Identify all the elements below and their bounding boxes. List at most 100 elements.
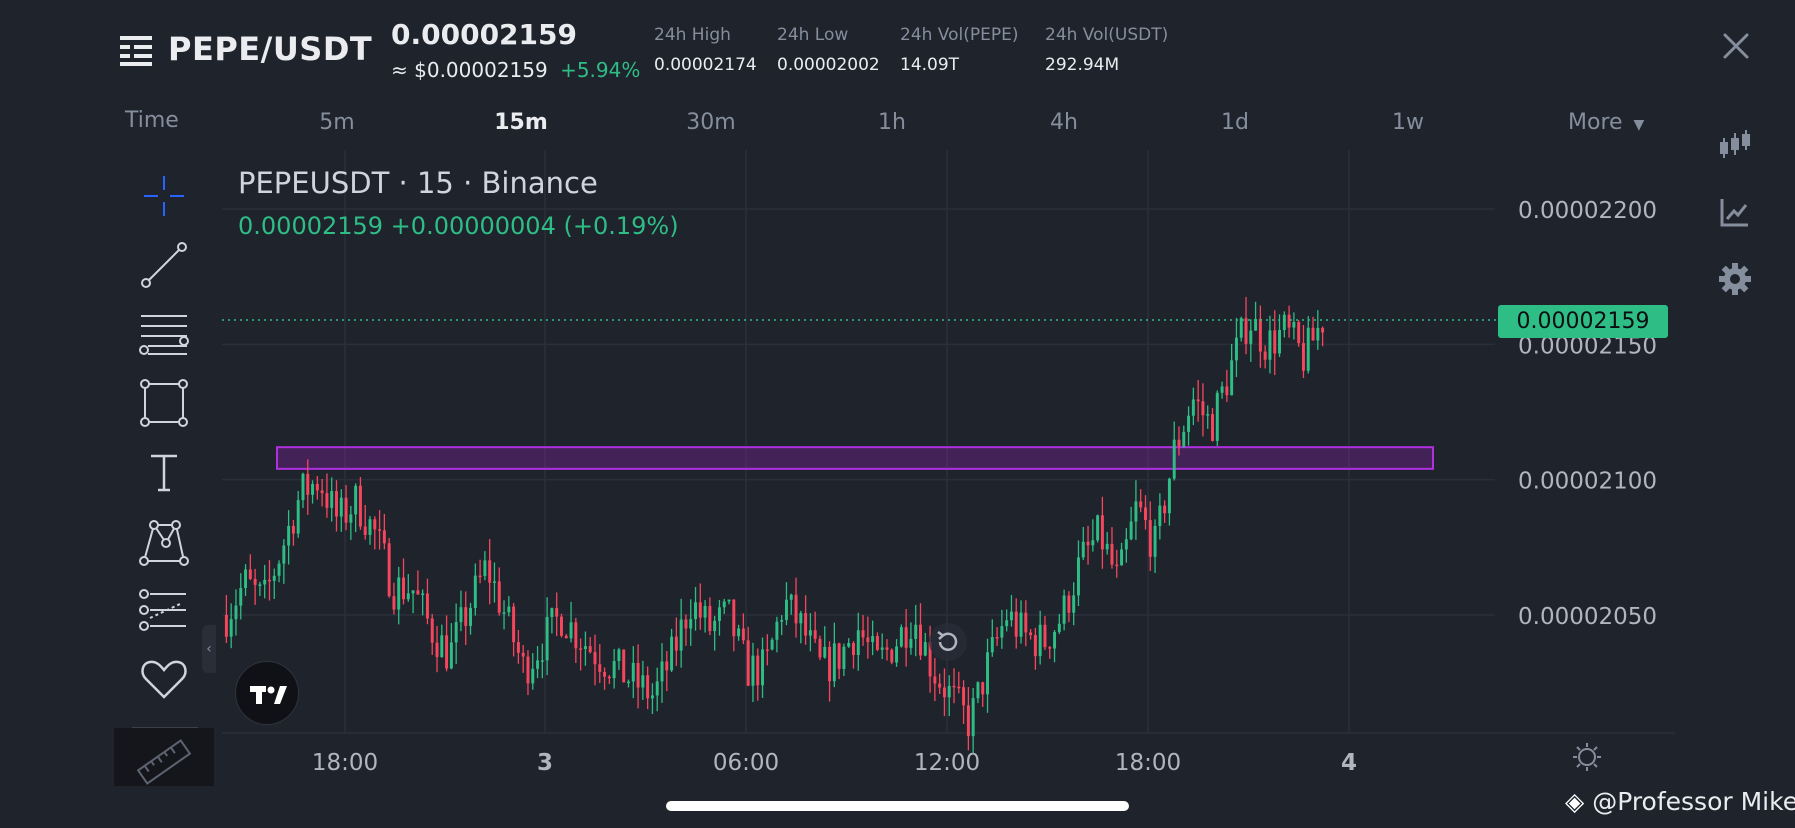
candle-body — [1024, 612, 1028, 633]
candle-body — [981, 682, 985, 695]
candle-body — [559, 616, 563, 636]
candle-body — [947, 685, 951, 698]
stat-label: 24h Vol(PEPE) — [900, 25, 1019, 45]
x-tick-label: 4 — [1341, 750, 1357, 776]
candle-body — [952, 685, 956, 688]
tab-4h[interactable]: 4h — [1050, 110, 1078, 135]
stat-value: 0.00002002 — [777, 55, 880, 75]
gear-icon[interactable] — [1718, 262, 1752, 296]
candle-body — [315, 483, 319, 491]
candle-body — [1005, 620, 1009, 627]
trend-line-tool[interactable] — [136, 237, 192, 293]
close-icon[interactable] — [1722, 32, 1750, 60]
menu-icon[interactable] — [120, 34, 152, 66]
candle-body — [607, 676, 611, 679]
rectangle-tool[interactable] — [136, 375, 192, 431]
candle-body — [579, 648, 583, 650]
stat-label: 24h Low — [777, 25, 849, 45]
candle-body — [722, 601, 726, 608]
tab-15m[interactable]: 15m — [494, 110, 548, 135]
candle-body — [464, 607, 468, 626]
candle-body — [650, 695, 654, 699]
crosshair-tool[interactable] — [136, 168, 192, 224]
candle-body — [976, 682, 980, 699]
candle-body — [1000, 626, 1004, 638]
candle-body — [684, 619, 688, 629]
candle-body — [234, 605, 238, 620]
candle-body — [1249, 330, 1253, 344]
candle-body — [1191, 399, 1195, 416]
ruler-icon — [136, 739, 192, 785]
candle-body — [1110, 543, 1114, 565]
candle-body — [1230, 360, 1234, 396]
candle-body — [861, 630, 865, 638]
candles-settings-icon[interactable] — [1718, 128, 1752, 162]
candle-body — [363, 526, 367, 535]
candle-body — [847, 643, 851, 647]
candle-body — [1239, 318, 1243, 338]
candle-body — [899, 627, 903, 647]
favorites-tool[interactable] — [136, 651, 192, 707]
candle-body — [655, 681, 659, 696]
text-tool[interactable] — [136, 444, 192, 500]
fib-tool[interactable] — [136, 306, 192, 362]
candle-body — [373, 519, 377, 530]
candle-body — [507, 606, 511, 613]
candle-body — [933, 676, 937, 684]
pattern-tool[interactable] — [136, 513, 192, 569]
candle-body — [1105, 543, 1109, 550]
indicators-icon[interactable] — [1718, 195, 1752, 229]
candle-body — [516, 642, 520, 653]
candle-body — [330, 491, 334, 508]
candle-body — [1301, 343, 1305, 371]
caret-down-icon: ▼ — [1633, 117, 1645, 133]
reset-chart-icon[interactable] — [928, 622, 968, 662]
candle-body — [1297, 322, 1301, 344]
tab-30m[interactable]: 30m — [686, 110, 736, 135]
candle-body — [732, 599, 736, 637]
candle-body — [957, 686, 961, 689]
candle-body — [986, 652, 990, 695]
candle-body — [1220, 386, 1224, 393]
candle-body — [746, 640, 750, 686]
candle-body — [459, 607, 463, 623]
chart-settings-icon[interactable] — [1572, 742, 1602, 772]
candle-body — [1009, 611, 1013, 621]
candle-body — [612, 661, 616, 679]
candle-body — [354, 485, 358, 515]
tab-1h[interactable]: 1h — [878, 110, 906, 135]
y-tick-label: 0.00002050 — [1518, 604, 1657, 630]
tab-more[interactable]: More ▼ — [1568, 110, 1644, 135]
candle-body — [1057, 623, 1061, 632]
ruler-tool[interactable] — [114, 728, 214, 786]
candle-body — [713, 620, 717, 632]
candle-body — [445, 635, 449, 669]
candle-body — [1182, 431, 1186, 447]
candle-body — [708, 605, 712, 632]
candle-body — [526, 656, 530, 684]
tab-1w[interactable]: 1w — [1392, 110, 1424, 135]
text-icon — [151, 454, 177, 492]
candle-body — [1086, 541, 1090, 546]
tradingview-logo[interactable] — [235, 661, 299, 725]
candle-body — [497, 581, 501, 613]
stat-value: 14.09T — [900, 55, 960, 75]
candle-body — [890, 649, 894, 663]
candle-body — [895, 646, 899, 663]
candle-body — [1234, 337, 1238, 361]
tab-1d[interactable]: 1d — [1221, 110, 1249, 135]
pair-title[interactable]: PEPE/USDT — [168, 30, 373, 68]
candle-body — [1172, 439, 1176, 479]
candle-body — [942, 687, 946, 698]
candle-body — [1316, 327, 1320, 341]
projection-tool[interactable] — [136, 582, 192, 638]
candle-body — [1100, 515, 1104, 550]
candle-body — [1311, 327, 1315, 341]
tab-5m[interactable]: 5m — [319, 110, 355, 135]
candle-body — [866, 637, 870, 643]
collapse-toolbar-button[interactable]: ‹ — [202, 625, 216, 673]
candle-body — [492, 581, 496, 583]
chart-symbol-line: PEPEUSDT · 15 · Binance — [238, 166, 598, 200]
home-indicator[interactable] — [666, 801, 1129, 811]
